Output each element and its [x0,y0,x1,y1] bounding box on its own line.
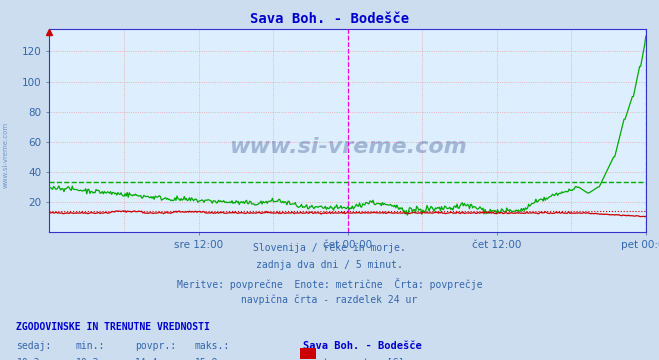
Text: Meritve: povprečne  Enote: metrične  Črta: povprečje: Meritve: povprečne Enote: metrične Črta:… [177,278,482,289]
Text: Sava Boh. - Bodešče: Sava Boh. - Bodešče [250,12,409,26]
Text: zadnja dva dni / 5 minut.: zadnja dva dni / 5 minut. [256,260,403,270]
Text: 10,3: 10,3 [76,358,100,360]
Text: 14,4: 14,4 [135,358,159,360]
Text: www.si-vreme.com: www.si-vreme.com [229,137,467,157]
Text: 15,9: 15,9 [194,358,218,360]
Text: temperatura[C]: temperatura[C] [323,358,405,360]
Text: min.:: min.: [76,341,105,351]
Text: Sava Boh. - Bodešče: Sava Boh. - Bodešče [303,341,422,351]
Text: Slovenija / reke in morje.: Slovenija / reke in morje. [253,243,406,253]
Text: www.si-vreme.com: www.si-vreme.com [2,122,9,188]
Text: navpična črta - razdelek 24 ur: navpična črta - razdelek 24 ur [241,295,418,305]
Text: sedaj:: sedaj: [16,341,51,351]
Text: ZGODOVINSKE IN TRENUTNE VREDNOSTI: ZGODOVINSKE IN TRENUTNE VREDNOSTI [16,322,210,332]
Text: 10,3: 10,3 [16,358,40,360]
Text: maks.:: maks.: [194,341,229,351]
Text: povpr.:: povpr.: [135,341,176,351]
